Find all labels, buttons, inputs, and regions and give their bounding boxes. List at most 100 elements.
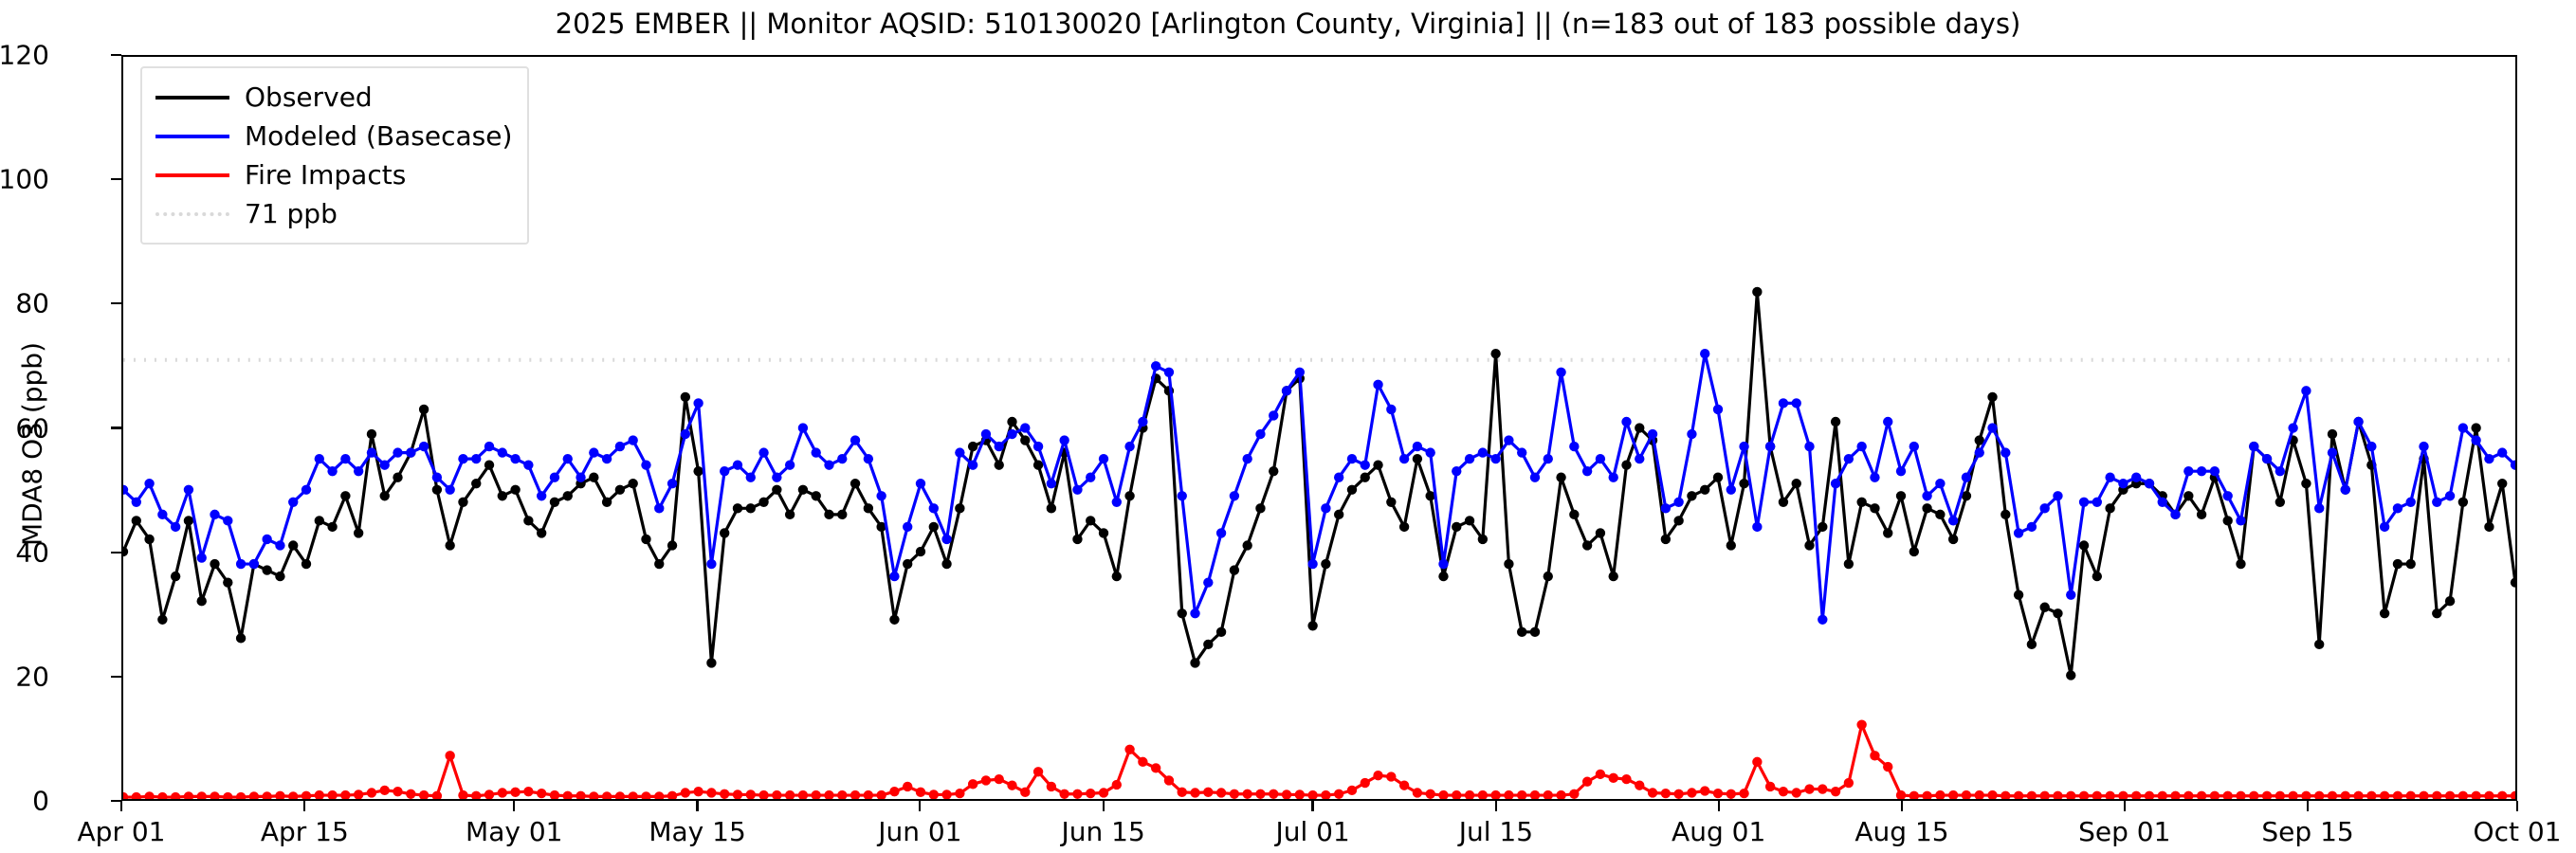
data-point: [131, 791, 141, 799]
data-point: [1452, 466, 1462, 477]
data-point: [732, 789, 743, 799]
data-point: [262, 565, 272, 575]
y-tick-mark: [111, 178, 121, 181]
data-point: [327, 521, 338, 533]
data-point: [2405, 558, 2416, 570]
data-point: [1791, 788, 1801, 798]
x-tick-mark: [1311, 801, 1314, 811]
data-point: [2510, 790, 2515, 799]
data-point: [1269, 789, 1279, 799]
data-point: [1635, 453, 1645, 464]
data-point: [784, 789, 795, 799]
data-point: [1412, 453, 1423, 464]
data-point: [2275, 790, 2286, 799]
data-point: [210, 509, 220, 520]
data-point: [1373, 771, 1383, 781]
data-point: [1072, 484, 1083, 495]
data-point: [1987, 789, 1998, 799]
data-point: [288, 791, 299, 799]
legend-item[interactable]: Modeled (Basecase): [155, 117, 512, 155]
data-point: [1529, 626, 1541, 637]
data-point: [131, 516, 141, 526]
data-point: [1543, 789, 1553, 799]
data-point: [1517, 626, 1527, 637]
data-point: [863, 503, 874, 514]
data-point: [1294, 367, 1306, 377]
series-line: [123, 290, 2515, 678]
data-point: [1517, 447, 1527, 458]
data-point: [366, 428, 377, 440]
data-point: [654, 503, 665, 514]
data-point: [1269, 410, 1279, 421]
data-point: [1870, 472, 1880, 482]
data-point: [941, 789, 952, 799]
legend-item[interactable]: 71 ppb: [155, 194, 512, 233]
data-point: [928, 503, 939, 514]
data-point: [183, 516, 194, 526]
data-point: [497, 788, 508, 798]
x-tick-label: May 15: [649, 816, 746, 847]
data-point: [1346, 453, 1358, 464]
data-point: [1425, 491, 1435, 501]
data-point: [210, 558, 220, 570]
data-point: [601, 453, 612, 464]
data-point: [2379, 790, 2390, 799]
data-point: [784, 460, 795, 470]
data-point: [1621, 460, 1632, 470]
data-point: [811, 789, 821, 799]
data-point: [2001, 509, 2011, 520]
data-point: [903, 558, 913, 570]
data-point: [745, 472, 756, 482]
data-point: [889, 786, 900, 797]
data-point: [1346, 484, 1358, 495]
data-point: [1190, 658, 1200, 668]
data-point: [549, 497, 560, 507]
data-point: [1621, 773, 1632, 785]
data-point: [314, 789, 324, 799]
data-point: [1830, 479, 1841, 489]
data-point: [2026, 639, 2037, 650]
data-point: [1425, 789, 1435, 799]
data-point: [314, 516, 324, 526]
data-point: [2118, 790, 2128, 799]
data-point: [1269, 466, 1279, 477]
data-point: [1046, 781, 1057, 792]
data-point: [2301, 790, 2311, 799]
x-tick-label: May 01: [466, 816, 563, 847]
data-point: [876, 491, 886, 501]
data-point: [2379, 608, 2390, 619]
data-point: [1072, 789, 1083, 799]
data-point: [2484, 790, 2494, 799]
data-point: [1569, 441, 1580, 452]
data-point: [2013, 528, 2024, 538]
data-point: [1595, 528, 1606, 538]
data-point: [2301, 479, 2311, 489]
data-point: [1333, 472, 1344, 482]
data-point: [314, 453, 324, 464]
data-point: [1856, 441, 1867, 452]
data-point: [288, 497, 299, 507]
data-point: [680, 391, 691, 403]
data-point: [1150, 361, 1161, 372]
data-point: [2340, 484, 2350, 495]
data-point: [2275, 466, 2286, 477]
data-point: [536, 788, 547, 799]
data-point: [406, 789, 416, 799]
data-point: [144, 791, 155, 799]
data-point: [2340, 790, 2350, 799]
data-point: [1229, 491, 1240, 501]
data-point: [589, 791, 599, 799]
data-point: [223, 516, 233, 526]
data-point: [2471, 790, 2481, 799]
legend-item[interactable]: Fire Impacts: [155, 155, 512, 194]
legend-item[interactable]: Observed: [155, 78, 512, 117]
data-point: [1307, 621, 1318, 631]
data-point: [1321, 789, 1331, 799]
data-point: [1281, 386, 1292, 396]
data-point: [1438, 571, 1449, 582]
data-point: [471, 479, 482, 489]
x-tick-mark: [1717, 801, 1720, 811]
data-point: [2222, 516, 2233, 526]
y-tick-mark: [111, 675, 121, 678]
data-point: [1307, 789, 1318, 799]
